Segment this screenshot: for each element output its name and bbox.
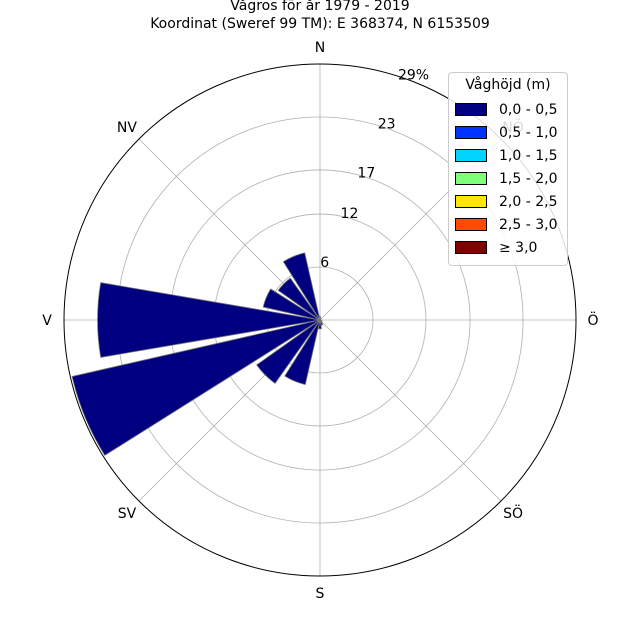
direction-label: SV	[118, 506, 137, 522]
direction-label: SÖ	[503, 504, 523, 522]
legend-items: 0,0 - 0,5 0,5 - 1,0 1,0 - 1,5 1,5 - 2,0 2,0 …	[455, 98, 561, 259]
sector-bar	[71, 319, 321, 456]
legend-swatch	[455, 126, 487, 139]
direction-label: V	[42, 313, 52, 329]
sector-bar	[97, 282, 321, 358]
radial-tick-label: 12	[341, 206, 359, 222]
legend-item: 2,0 - 2,5	[455, 190, 561, 213]
legend-label: 0,5 - 1,0	[499, 124, 558, 141]
sector-bar	[282, 252, 321, 321]
direction-label: NV	[117, 120, 137, 136]
direction-label: Ö	[587, 311, 598, 329]
chart-title: Vågros för år 1979 - 2019	[230, 0, 410, 14]
legend-label: 2,5 - 3,0	[499, 216, 558, 233]
sector-bar	[318, 319, 322, 330]
legend-swatch	[455, 218, 487, 231]
chart-subtitle: Koordinat (Sweref 99 TM): E 368374, N 61…	[150, 16, 490, 32]
legend-label: 1,0 - 1,5	[499, 147, 558, 164]
radial-tick-label: 17	[357, 165, 375, 181]
legend-item: 0,5 - 1,0	[455, 121, 561, 144]
sector-bar	[256, 319, 321, 384]
legend-item: ≥ 3,0	[455, 236, 561, 259]
sector-bars	[71, 252, 324, 456]
legend-title: Våghöjd (m)	[465, 77, 551, 93]
legend-swatch	[455, 103, 487, 116]
legend-label: 1,5 - 2,0	[499, 170, 558, 187]
legend-item: 1,0 - 1,5	[455, 144, 561, 167]
legend-swatch	[455, 241, 487, 254]
chart-titles: Vågros för år 1979 - 2019 Koordinat (Swe…	[0, 0, 640, 33]
legend-item: 2,5 - 3,0	[455, 213, 561, 236]
legend-swatch	[455, 195, 487, 208]
legend-label: 2,0 - 2,5	[499, 193, 558, 210]
sector-bar	[277, 277, 321, 321]
sector-bar	[262, 288, 321, 321]
legend-item: 1,5 - 2,0	[455, 167, 561, 190]
legend-label: 0,0 - 0,5	[499, 101, 558, 118]
grid-spoke	[319, 319, 502, 502]
radial-tick-label: 29%	[398, 67, 429, 83]
legend-swatch	[455, 172, 487, 185]
legend-item: 0,0 - 0,5	[455, 98, 561, 121]
direction-label: S	[316, 586, 325, 602]
sector-bar	[284, 319, 321, 386]
outer-ring	[63, 63, 577, 577]
legend-label: ≥ 3,0	[499, 239, 538, 256]
legend: Våghöjd (m) 0,0 - 0,5 0,5 - 1,0 1,0 - 1,5 1…	[448, 72, 568, 266]
direction-label: N	[315, 40, 325, 56]
radial-tick-label: 23	[378, 116, 396, 132]
radial-tick-label: 6	[320, 255, 329, 271]
legend-swatch	[455, 149, 487, 162]
polar-frame	[63, 63, 577, 577]
